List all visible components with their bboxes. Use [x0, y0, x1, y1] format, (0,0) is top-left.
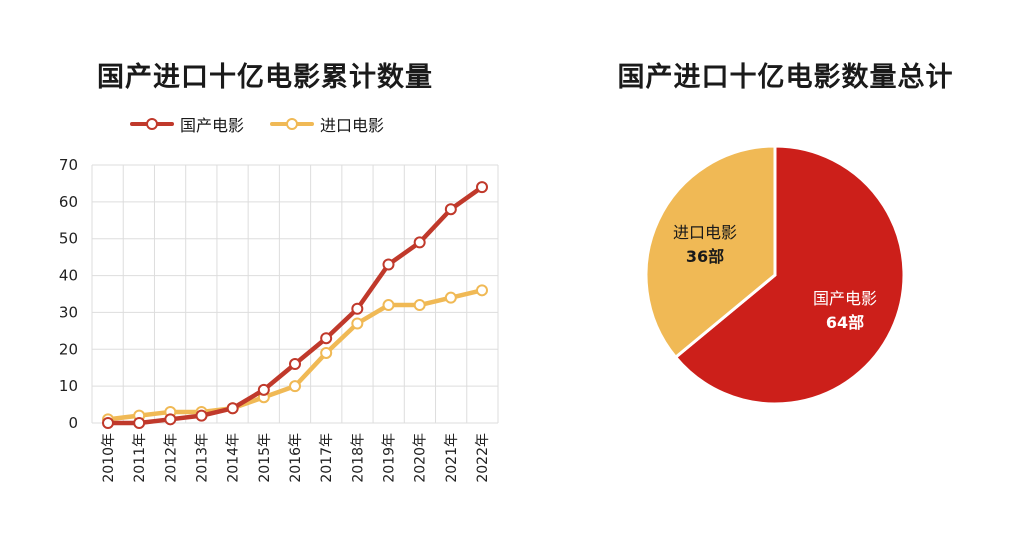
data-point-domestic: [226, 402, 239, 415]
data-point-domestic: [133, 417, 146, 429]
y-tick-label: 60: [59, 193, 78, 211]
x-tick-label: 2015年: [257, 433, 273, 483]
line-chart-title: 国产进口十亿电影累计数量: [97, 62, 433, 93]
data-point-domestic: [320, 332, 333, 345]
line-chart-plot: 0 10 20 30 40 50 60 70 2010年 2011年 2012年 2013年 2014年…: [59, 156, 499, 483]
legend-swatch-domestic: [130, 116, 174, 132]
y-tick-label: 30: [59, 303, 78, 321]
x-tick-label: 2010年: [101, 433, 117, 483]
y-tick-label: 10: [59, 377, 78, 395]
x-tick-label: 2011年: [132, 433, 148, 483]
x-tick-label: 2014年: [226, 433, 242, 483]
legend-label-imported: 进口电影: [320, 116, 385, 135]
x-tick-label: 2018年: [350, 433, 366, 483]
x-tick-label: 2016年: [288, 433, 304, 483]
pie-label-name-domestic: 国产电影: [813, 289, 877, 308]
data-point-imported: [476, 284, 488, 297]
x-tick-label: 2017年: [319, 433, 335, 483]
pie-label-name-imported: 进口电影: [673, 223, 737, 242]
data-point-domestic: [257, 383, 270, 396]
x-tick-label: 2022年: [475, 433, 491, 483]
y-tick-label: 70: [59, 156, 78, 174]
pie-slice-imported: [644, 144, 777, 360]
x-tick-label: 2012年: [163, 433, 179, 483]
data-point-domestic: [382, 258, 395, 271]
data-point-imported: [444, 291, 457, 304]
legend-label-domestic: 国产电影: [180, 116, 245, 135]
y-tick-label: 20: [59, 340, 78, 358]
legend-swatch-imported: [270, 116, 315, 132]
pie-label-value-imported: 36部: [686, 247, 724, 266]
series-line-imported: [105, 288, 485, 422]
data-point-domestic: [164, 413, 177, 426]
pie-chart-plot: 国产电影 64部 进口电影 36部: [644, 144, 906, 406]
data-point-imported: [289, 380, 301, 393]
data-point-domestic: [476, 181, 488, 194]
data-point-domestic: [351, 302, 364, 315]
data-point-domestic: [413, 236, 426, 249]
pie-chart-title: 国产进口十亿电影数量总计: [617, 62, 954, 93]
x-tick-label: 2019年: [382, 433, 398, 483]
data-point-domestic: [195, 409, 208, 422]
line-chart-panel: 国产进口十亿电影累计数量 国产电影 进口电影 0 10 20 30 40 50 60 70 20…: [59, 62, 499, 483]
legend-item-imported: 进口电影: [270, 112, 384, 136]
x-tick-label: 2013年: [195, 433, 211, 483]
pie-slice-domestic: [673, 144, 906, 406]
data-point-imported: [382, 299, 395, 312]
data-point-imported: [351, 317, 364, 330]
x-tick-label: 2020年: [413, 433, 429, 483]
line-chart-legend: 国产电影 进口电影: [130, 112, 384, 136]
pie-label-value-domestic: 64部: [826, 313, 864, 332]
y-tick-label: 40: [59, 267, 78, 285]
pie-chart-panel: 国产进口十亿电影数量总计 国产电影 64部 进口电影 36部: [540, 0, 1031, 552]
x-tick-label: 2021年: [444, 433, 460, 483]
data-point-domestic: [289, 358, 301, 371]
data-point-imported: [413, 299, 426, 312]
data-point-domestic: [102, 417, 114, 429]
legend-item-domestic: 国产电影: [130, 112, 244, 136]
y-tick-label: 50: [59, 230, 78, 248]
data-point-imported: [320, 346, 333, 359]
y-tick-label: 0: [68, 414, 78, 432]
data-point-domestic: [444, 203, 457, 216]
